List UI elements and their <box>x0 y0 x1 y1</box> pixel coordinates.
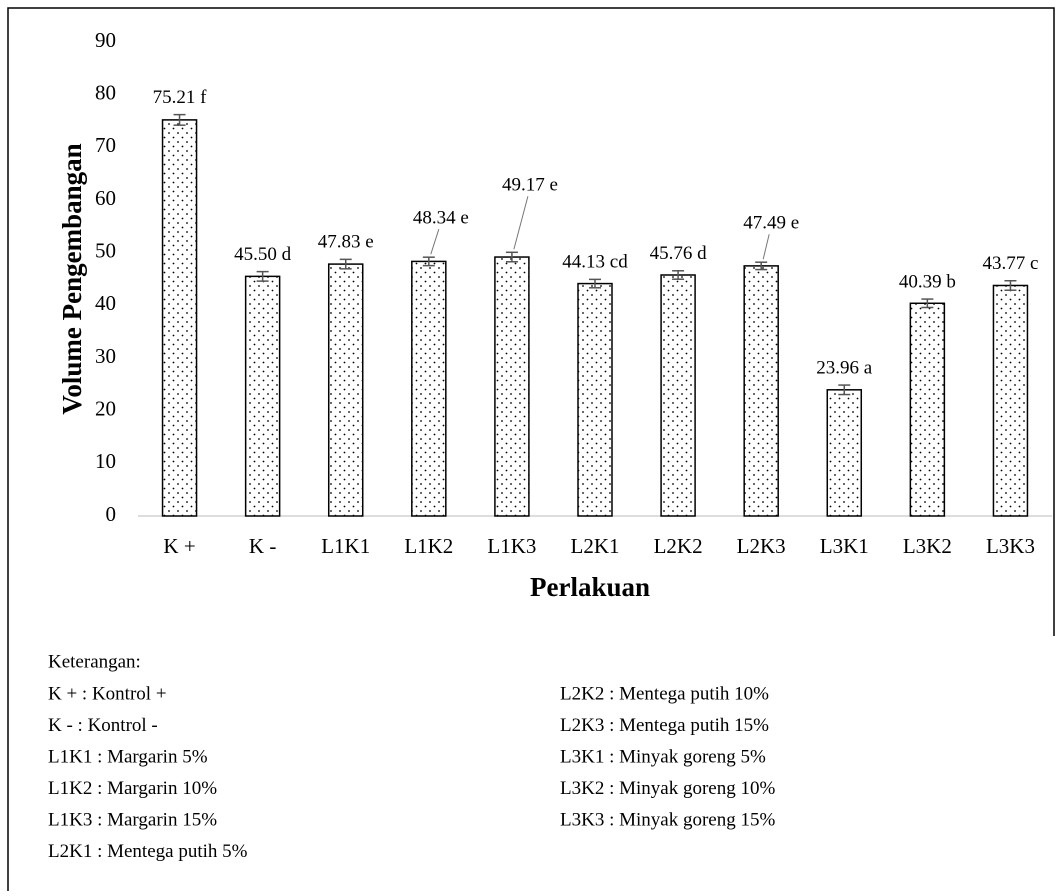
note-item: L3K2 : Minyak goreng 10% <box>560 778 775 799</box>
bar <box>743 265 779 517</box>
value-label: 47.49 e <box>743 213 799 234</box>
value-label: 45.76 d <box>650 243 708 264</box>
y-tick-label: 90 <box>95 28 116 52</box>
leader-line <box>513 196 529 250</box>
bar <box>909 302 946 517</box>
bar <box>577 282 613 517</box>
x-axis-title: Perlakuan <box>530 572 650 602</box>
error-bar <box>921 298 934 309</box>
value-label: 75.21 f <box>153 87 208 108</box>
frame <box>7 7 1055 891</box>
bar <box>411 260 447 517</box>
leader-line <box>430 229 440 255</box>
value-label: 23.96 a <box>816 357 873 378</box>
y-tick-label: 50 <box>95 238 116 262</box>
x-tick-label: L3K1 <box>820 534 869 558</box>
value-label: 40.39 b <box>899 271 956 292</box>
bar <box>660 274 696 517</box>
x-tick-label: L3K2 <box>903 534 952 558</box>
error-bar <box>256 270 269 282</box>
x-tick-label: L2K3 <box>737 534 786 558</box>
x-tick-label: L1K2 <box>404 534 453 558</box>
x-tick-label: K - <box>249 534 276 558</box>
bar <box>244 275 281 517</box>
error-bar <box>672 270 685 280</box>
value-label: 45.50 d <box>234 244 292 265</box>
bar <box>992 284 1029 517</box>
value-label: 44.13 cd <box>562 252 628 273</box>
value-label: 47.83 e <box>318 232 374 253</box>
error-bar <box>838 384 851 396</box>
error-bar <box>755 261 768 271</box>
note-item: L2K2 : Mentega putih 10% <box>560 683 769 704</box>
note-item: L3K1 : Minyak goreng 5% <box>560 746 766 767</box>
y-tick-label: 10 <box>95 449 116 473</box>
note-item: K + : Kontrol + <box>48 683 167 704</box>
y-tick-label: 60 <box>95 186 116 210</box>
error-bar <box>1004 279 1017 291</box>
bar <box>327 263 364 517</box>
y-tick-label: 70 <box>95 133 116 157</box>
x-tick-label: K + <box>163 534 195 558</box>
y-tick-label: 80 <box>95 80 116 104</box>
note-item: L2K1 : Mentega putih 5% <box>48 841 248 862</box>
x-tick-label: L2K1 <box>571 534 620 558</box>
note-item: L3K3 : Minyak goreng 15% <box>560 809 775 830</box>
bar <box>161 119 198 517</box>
error-bar <box>589 278 601 289</box>
x-tick-label: L1K3 <box>487 534 536 558</box>
y-axis-title: Volume Pengembangan <box>57 143 87 414</box>
note-item: L1K2 : Margarin 10% <box>48 778 217 799</box>
x-tick-label: L1K1 <box>321 534 370 558</box>
x-tick-label: L2K2 <box>654 534 703 558</box>
note-item: L1K1 : Margarin 5% <box>48 746 208 767</box>
note-item: L2K3 : Mentega putih 15% <box>560 715 769 736</box>
value-label: 48.34 e <box>413 208 469 229</box>
y-tick-label: 0 <box>106 502 117 526</box>
value-label: 43.77 c <box>982 253 1038 274</box>
note-item: L1K3 : Margarin 15% <box>48 809 217 830</box>
x-tick-label: L3K3 <box>986 534 1035 558</box>
leader-line <box>762 234 770 260</box>
error-bar <box>505 251 518 263</box>
error-bar <box>422 256 435 267</box>
error-bar <box>173 113 186 126</box>
bar <box>494 256 530 517</box>
value-label: 49.17 e <box>502 175 558 196</box>
y-tick-label: 20 <box>95 396 116 420</box>
note-item: K - : Kontrol - <box>48 715 158 736</box>
y-tick-label: 30 <box>95 344 116 368</box>
error-bar <box>339 258 352 270</box>
bar <box>826 389 863 517</box>
y-tick-label: 40 <box>95 291 116 315</box>
notes-title: Keterangan: <box>48 651 141 672</box>
